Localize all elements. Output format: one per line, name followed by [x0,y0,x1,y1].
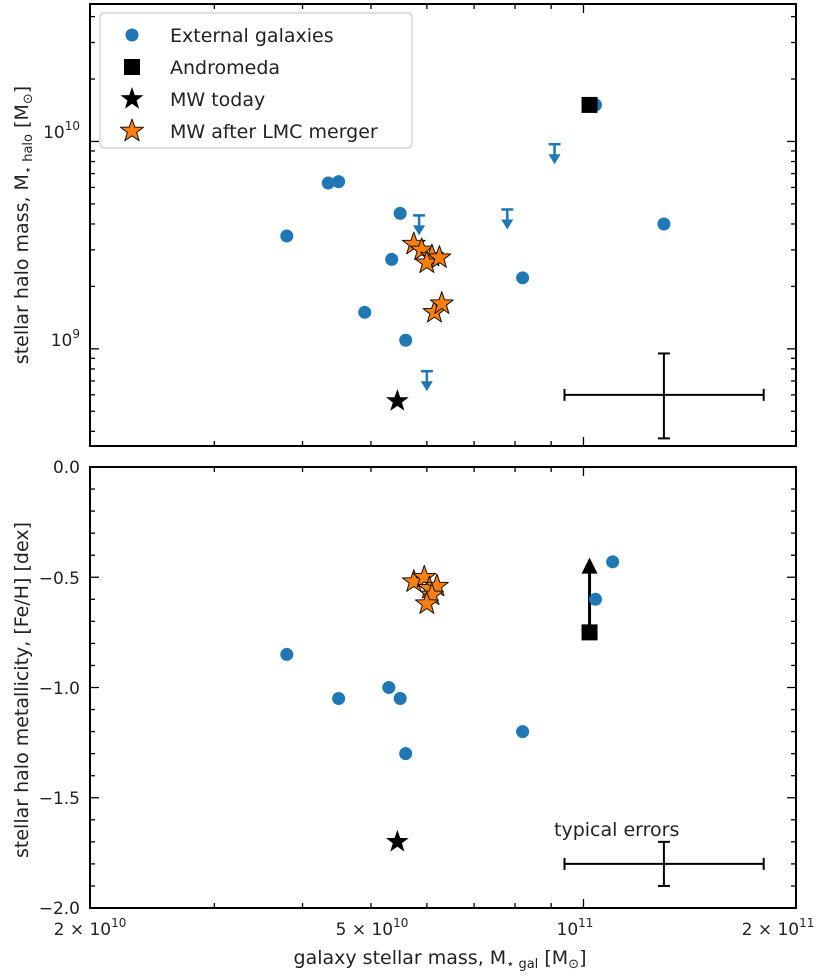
bottom-ytick-label-3: −1.5 [39,789,80,809]
top-point-external-galaxies-3 [358,305,372,319]
bottom-ticks [89,466,797,909]
top-point-upper-limits-0 [413,214,426,236]
bottom-point-external-galaxies-2 [382,681,396,694]
top-point-mw-after-lmc-merger-1 [409,237,434,261]
bottom-point-external-galaxies-5 [516,725,530,739]
bottom-data-points [280,555,620,852]
bottom-ytick-label-4: −2.0 [39,899,80,919]
legend-markers [120,28,144,142]
top-ytick-label-1e9: 109 [51,327,80,351]
top-point-mw-after-lmc-merger-6 [429,291,454,314]
top-point-mw-after-lmc-merger-4 [427,245,452,268]
top-y-axis-label: stellar halo mass, M⋆ halo [M⊙] [11,86,36,364]
top-panel-frame [89,3,797,447]
xtick-label-2e10: 2 × 1010 [54,916,127,940]
top-point-external-galaxies-0 [280,229,294,243]
typical-errors-label: typical errors [554,819,679,841]
top-point-upper-limits-2 [501,208,514,230]
xtick-label-1e11: 1011 [557,916,594,940]
xtick-label-2e11: 2 × 1011 [742,916,815,940]
legend-frame [99,12,413,149]
bottom-point-external-galaxies-3 [393,692,407,706]
legend: External galaxies Andromeda MW today MW … [99,12,413,149]
top-ytick-label-1e10: 1010 [43,119,80,143]
bottom-point-external-galaxies-6 [588,592,602,606]
legend-marker-3 [120,118,144,142]
top-typical-error-bar [563,352,765,440]
bottom-panel-frame [89,466,797,909]
bottom-typical-error-bar [563,840,765,887]
bottom-panel: typical errors 0.0 −0.5 −1.0 −1.5 −2.0 2… [11,458,814,972]
top-point-external-galaxies-4 [385,252,399,266]
top-point-upper-limits-3 [548,142,561,165]
top-point-upper-limits-3-head [548,154,561,165]
top-panel: External galaxies Andromeda MW today MW … [11,3,797,447]
bottom-point-mw-after-lmc-merger-1 [412,564,437,588]
bottom-point-external-galaxies-4 [399,747,413,761]
xtick-label-5e10: 5 × 1010 [336,916,409,940]
top-point-upper-limits-0-head [413,225,426,236]
bottom-point-andromeda-0 [581,624,598,641]
legend-label-external: External galaxies [170,25,334,47]
bottom-y-axis-label: stellar halo metallicity, [Fe/H] [dex] [11,522,33,858]
legend-marker-1 [124,59,140,75]
top-data-points [280,96,671,411]
top-point-external-galaxies-7 [516,271,530,285]
top-point-upper-limits-2-head [501,219,514,230]
bottom-point-external-galaxies-7 [606,555,620,569]
andromeda-arrow-head [581,557,598,574]
bottom-point-mw-after-lmc-merger-5 [414,591,439,614]
top-ticks [89,4,797,446]
top-point-upper-limits-1 [420,369,433,392]
bottom-ytick-label-2: −1.0 [39,679,80,699]
bottom-point-external-galaxies-0 [280,647,294,661]
bottom-ytick-label-0: 0.0 [53,458,80,478]
bottom-ytick-label-1: −0.5 [39,569,80,589]
top-point-external-galaxies-5 [393,206,407,220]
top-point-upper-limits-1-head [420,381,433,392]
legend-marker-2 [120,87,144,109]
top-point-mw-today-0 [386,389,409,411]
bottom-point-external-galaxies-1 [332,692,346,706]
legend-marker-0 [125,28,139,42]
legend-label-andromeda: Andromeda [170,57,280,79]
top-point-andromeda-0 [581,96,598,113]
top-point-external-galaxies-9 [657,217,671,231]
top-point-external-galaxies-6 [399,333,413,347]
x-axis-label: galaxy stellar mass, M⋆ gal [M⊙] [294,947,587,972]
legend-label-mw-today: MW today [170,89,265,111]
top-point-external-galaxies-1 [321,176,335,190]
top-point-external-galaxies-2 [332,175,346,189]
legend-label-mw-after-lmc: MW after LMC merger [170,121,378,143]
bottom-point-mw-today-0 [386,829,409,852]
